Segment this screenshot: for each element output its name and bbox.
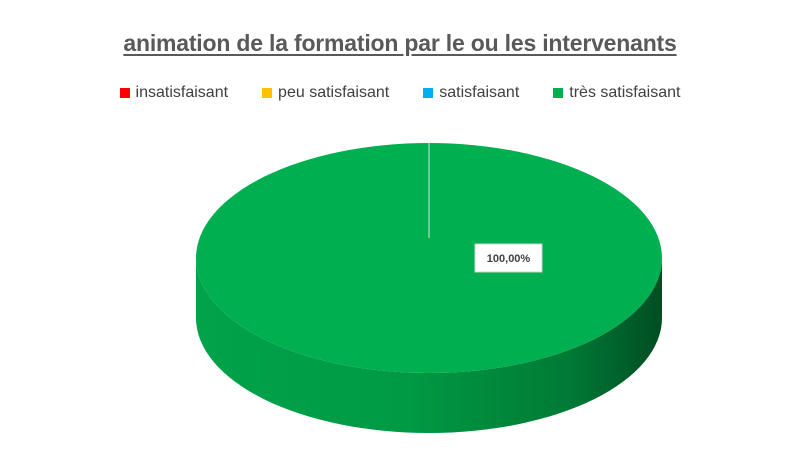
- legend-swatch-insatisfaisant: [119, 88, 130, 98]
- data-label-box: [474, 243, 543, 273]
- pie-slices: [196, 143, 662, 433]
- legend: insatisfaisant peu satisfaisant satisfai…: [0, 84, 800, 102]
- pie-side: [196, 258, 662, 433]
- legend-label-tres-satisfaisant: très satisfaisant: [569, 84, 681, 101]
- chart-title: animation de la formation par le ou les …: [123, 30, 677, 56]
- legend-item-tres-satisfaisant: très satisfaisant: [553, 84, 680, 102]
- legend-swatch-tres-satisfaisant: [553, 88, 564, 98]
- legend-label-peu-satisfaisant: peu satisfaisant: [278, 84, 390, 101]
- legend-swatch-peu-satisfaisant: [262, 88, 273, 98]
- data-label-group: 100,00%: [474, 243, 543, 273]
- legend-item-satisfaisant: satisfaisant: [423, 84, 519, 102]
- pie-slice-tres-satisfaisant: [196, 143, 662, 373]
- legend-item-peu-satisfaisant: peu satisfaisant: [262, 84, 389, 102]
- legend-label-satisfaisant: satisfaisant: [439, 84, 520, 101]
- legend-item-insatisfaisant: insatisfaisant: [119, 84, 229, 102]
- legend-label-insatisfaisant: insatisfaisant: [135, 84, 229, 101]
- legend-swatch-satisfaisant: [423, 88, 434, 98]
- data-label-tres-satisfaisant: 100,00%: [487, 253, 531, 265]
